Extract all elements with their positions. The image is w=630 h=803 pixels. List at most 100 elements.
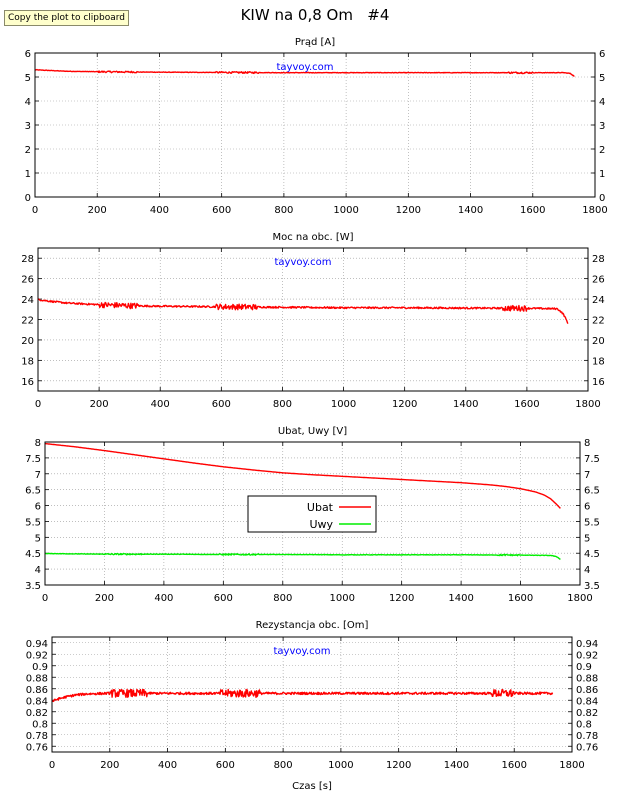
y-tick-label-left: 28 bbox=[21, 254, 34, 265]
x-tick-label: 1000 bbox=[331, 399, 356, 410]
copy-to-clipboard-button[interactable]: Copy the plot to clipboard bbox=[4, 10, 129, 26]
chart-title: Rezystancja obc. [Om] bbox=[256, 620, 369, 631]
y-tick-label-right: 0.9 bbox=[576, 662, 592, 673]
series-line-trace bbox=[34, 68, 575, 77]
y-tick-label-left: 6 bbox=[25, 49, 31, 60]
x-tick-label: 1600 bbox=[514, 399, 539, 410]
y-tick-label-left: 0.76 bbox=[26, 742, 48, 753]
x-tick-label: 0 bbox=[35, 399, 41, 410]
y-tick-label-right: 6.5 bbox=[584, 486, 600, 497]
x-tick-label: 1000 bbox=[333, 205, 358, 216]
y-tick-label-right: 20 bbox=[592, 336, 605, 347]
y-tick-label-left: 4.5 bbox=[25, 549, 41, 560]
series-line-uwy bbox=[44, 552, 561, 560]
x-tick-label: 800 bbox=[274, 205, 293, 216]
y-tick-label-right: 0.82 bbox=[576, 708, 598, 719]
y-tick-label-left: 5 bbox=[25, 73, 31, 84]
x-tick-label: 1800 bbox=[582, 205, 607, 216]
y-tick-label-left: 4 bbox=[25, 97, 31, 108]
x-tick-label: 400 bbox=[154, 593, 173, 604]
watermark-text: tayvoy.com bbox=[274, 257, 331, 268]
x-tick-label: 200 bbox=[100, 760, 119, 771]
y-tick-label-left: 24 bbox=[21, 295, 34, 306]
y-tick-label-right: 3 bbox=[599, 121, 605, 132]
legend-label: Uwy bbox=[309, 518, 333, 531]
y-tick-label-right: 8 bbox=[584, 438, 590, 449]
x-tick-label: 1200 bbox=[389, 593, 414, 604]
series-line-trace bbox=[37, 298, 569, 324]
y-tick-label-right: 0.78 bbox=[576, 731, 598, 742]
y-tick-label-right: 6 bbox=[584, 502, 590, 513]
y-tick-label-right: 0.8 bbox=[576, 719, 592, 730]
y-tick-label-right: 3.5 bbox=[584, 581, 600, 592]
x-tick-label: 600 bbox=[216, 760, 235, 771]
y-tick-label-left: 7 bbox=[35, 470, 41, 481]
x-tick-label: 800 bbox=[274, 760, 293, 771]
plot-frame bbox=[44, 441, 581, 586]
x-tick-label: 1600 bbox=[520, 205, 545, 216]
y-tick-label-right: 0.94 bbox=[576, 639, 598, 650]
x-axis-label: Czas [s] bbox=[292, 781, 332, 792]
y-tick-label-right: 22 bbox=[592, 316, 605, 327]
x-tick-label: 400 bbox=[158, 760, 177, 771]
y-tick-label-left: 0.86 bbox=[26, 685, 48, 696]
y-tick-label-right: 0.88 bbox=[576, 673, 598, 684]
x-tick-label: 200 bbox=[90, 399, 109, 410]
x-tick-label: 200 bbox=[88, 205, 107, 216]
chart-title: Ubat, Uwy [V] bbox=[278, 426, 347, 437]
y-tick-label-left: 6.5 bbox=[25, 486, 41, 497]
x-tick-label: 1200 bbox=[392, 399, 417, 410]
y-tick-label-left: 1 bbox=[25, 169, 31, 180]
chart-title: Moc na obc. [W] bbox=[272, 232, 353, 243]
x-tick-label: 1800 bbox=[559, 760, 584, 771]
x-tick-label: 1400 bbox=[444, 760, 469, 771]
x-tick-label: 1400 bbox=[458, 205, 483, 216]
y-tick-label-left: 0.82 bbox=[26, 708, 48, 719]
y-tick-label-left: 0.78 bbox=[26, 731, 48, 742]
chart-title: Prąd [A] bbox=[295, 37, 335, 48]
y-tick-label-left: 16 bbox=[21, 377, 34, 388]
y-tick-label-right: 28 bbox=[592, 254, 605, 265]
x-tick-label: 0 bbox=[49, 760, 55, 771]
x-tick-label: 400 bbox=[151, 399, 170, 410]
y-tick-label-right: 26 bbox=[592, 275, 605, 286]
y-tick-label-left: 4 bbox=[35, 565, 41, 576]
y-tick-label-right: 6 bbox=[599, 49, 605, 60]
y-tick-label-left: 0.94 bbox=[26, 639, 48, 650]
y-tick-label-right: 16 bbox=[592, 377, 605, 388]
y-tick-label-left: 6 bbox=[35, 502, 41, 513]
y-tick-label-right: 5.5 bbox=[584, 517, 600, 528]
y-tick-label-right: 5 bbox=[599, 73, 605, 84]
series-line-trace bbox=[51, 688, 554, 703]
plot-frame bbox=[34, 52, 596, 198]
legend-box bbox=[247, 495, 377, 533]
x-tick-label: 1200 bbox=[386, 760, 411, 771]
x-tick-label: 200 bbox=[95, 593, 114, 604]
watermark-text: tayvoy.com bbox=[273, 646, 330, 657]
y-tick-label-left: 3.5 bbox=[25, 581, 41, 592]
x-tick-label: 800 bbox=[273, 399, 292, 410]
y-tick-label-right: 0 bbox=[599, 193, 605, 204]
x-tick-label: 1600 bbox=[501, 760, 526, 771]
x-tick-label: 600 bbox=[212, 205, 231, 216]
y-tick-label-left: 8 bbox=[35, 438, 41, 449]
y-tick-label-left: 20 bbox=[21, 336, 34, 347]
y-tick-label-left: 0.92 bbox=[26, 650, 48, 661]
x-tick-label: 1000 bbox=[328, 760, 353, 771]
x-tick-label: 0 bbox=[32, 205, 38, 216]
y-tick-label-left: 0 bbox=[25, 193, 31, 204]
y-tick-label-right: 5 bbox=[584, 533, 590, 544]
y-tick-label-right: 0.86 bbox=[576, 685, 598, 696]
x-tick-label: 600 bbox=[212, 399, 231, 410]
y-tick-label-left: 0.84 bbox=[26, 696, 48, 707]
y-tick-label-right: 24 bbox=[592, 295, 605, 306]
y-tick-label-right: 7 bbox=[584, 470, 590, 481]
y-tick-label-left: 22 bbox=[21, 316, 34, 327]
legend-label: Ubat bbox=[307, 501, 334, 514]
x-tick-label: 0 bbox=[42, 593, 48, 604]
y-tick-label-right: 2 bbox=[599, 145, 605, 156]
y-tick-label-right: 18 bbox=[592, 356, 605, 367]
y-tick-label-left: 0.88 bbox=[26, 673, 48, 684]
y-tick-label-left: 3 bbox=[25, 121, 31, 132]
y-tick-label-left: 5.5 bbox=[25, 517, 41, 528]
